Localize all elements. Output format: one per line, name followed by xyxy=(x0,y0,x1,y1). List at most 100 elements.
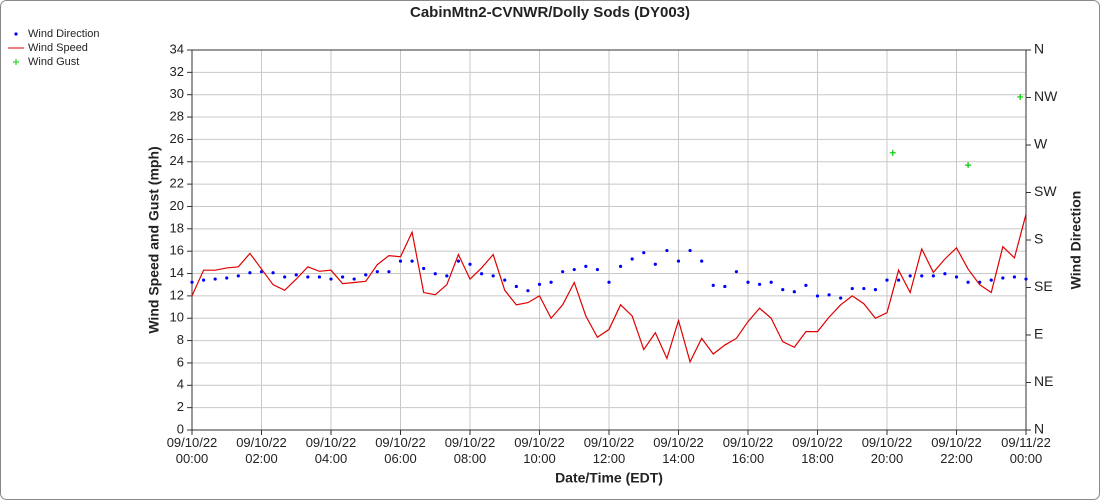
direction-dot xyxy=(966,280,970,284)
direction-dot xyxy=(862,286,866,291)
gust-mark xyxy=(965,162,972,169)
direction-dot xyxy=(271,271,275,275)
y-tick-label: 6 xyxy=(177,354,184,369)
x-tick-label: 09/10/22 06:00 xyxy=(375,435,426,466)
direction-dot xyxy=(514,284,518,289)
y2-tick-label: S xyxy=(1034,231,1043,247)
direction-dot xyxy=(607,280,611,284)
direction-dot xyxy=(537,282,542,286)
direction-dot xyxy=(688,248,692,253)
direction-dot xyxy=(676,259,681,263)
y-tick-label: 4 xyxy=(177,377,184,392)
y2-tick-label: N xyxy=(1034,421,1044,437)
direction-dot xyxy=(225,276,229,280)
direction-dot xyxy=(364,273,368,277)
x-tick-label: 09/10/22 16:00 xyxy=(723,435,774,466)
x-tick-label: 09/10/22 02:00 xyxy=(236,435,287,466)
y-tick-label: 30 xyxy=(170,86,184,101)
y-tick-label: 28 xyxy=(170,108,184,123)
direction-dot xyxy=(283,275,287,279)
direction-dot xyxy=(653,262,657,266)
direction-dot xyxy=(584,264,588,268)
x-axis-label: Date/Time (EDT) xyxy=(555,470,663,486)
direction-dot xyxy=(896,278,901,282)
direction-dot xyxy=(630,257,634,261)
y2-tick-label: NE xyxy=(1034,373,1053,389)
direction-dot xyxy=(839,296,843,300)
y-tick-label: 14 xyxy=(170,265,184,280)
direction-dot xyxy=(746,280,750,284)
y2-tick-label: E xyxy=(1034,326,1043,342)
direction-dot xyxy=(329,277,333,281)
direction-dot xyxy=(989,278,993,282)
y-tick-label: 10 xyxy=(170,310,184,325)
y2-tick-label: N xyxy=(1034,41,1044,57)
y2-tick-label: W xyxy=(1034,136,1048,152)
direction-dot xyxy=(1024,277,1028,281)
direction-dot xyxy=(781,288,785,292)
direction-dot xyxy=(561,270,565,274)
direction-dot xyxy=(236,274,240,278)
y-tick-label: 24 xyxy=(170,153,184,168)
direction-dot xyxy=(792,290,796,294)
x-tick-label: 09/10/22 12:00 xyxy=(584,435,635,466)
direction-dot xyxy=(885,278,889,282)
y-tick-label: 12 xyxy=(170,287,184,302)
gust-mark xyxy=(889,149,896,156)
legend-label: Wind Direction xyxy=(28,28,100,40)
direction-dot xyxy=(294,273,298,277)
legend-label: Wind Gust xyxy=(28,56,79,68)
direction-dot xyxy=(190,280,194,284)
direction-dot xyxy=(723,284,727,289)
direction-dot xyxy=(410,259,414,263)
direction-dot xyxy=(931,274,935,278)
direction-dot xyxy=(804,283,808,287)
x-tick-label: 09/10/22 10:00 xyxy=(514,435,565,466)
direction-dot xyxy=(433,272,437,276)
direction-dot xyxy=(734,270,739,274)
direction-dot xyxy=(920,274,924,278)
direction-dot xyxy=(595,267,600,272)
direction-dot xyxy=(711,283,715,287)
direction-dot xyxy=(873,288,878,292)
y-axis-label: Wind Speed and Gust (mph) xyxy=(146,146,162,333)
y2-tick-label: SW xyxy=(1034,183,1057,199)
direction-dot xyxy=(340,275,345,279)
direction-dot xyxy=(850,286,854,291)
x-tick-label: 09/10/22 00:00 xyxy=(167,435,218,466)
legend-label: Wind Speed xyxy=(28,42,88,54)
direction-dot xyxy=(815,294,820,298)
direction-dot xyxy=(352,277,356,281)
direction-dot xyxy=(665,248,669,253)
direction-dot xyxy=(642,251,646,255)
direction-dot xyxy=(618,264,623,268)
direction-dot xyxy=(526,289,530,293)
direction-dot xyxy=(1012,275,1017,279)
plot-border xyxy=(191,49,1027,431)
direction-dot xyxy=(306,275,310,279)
x-tick-label: 09/10/22 20:00 xyxy=(862,435,913,466)
y2-axis-label: Wind Direction xyxy=(1068,191,1084,290)
x-tick-label: 09/10/22 14:00 xyxy=(653,435,704,466)
y2-tick-label: NW xyxy=(1034,88,1058,104)
direction-dot xyxy=(908,274,912,278)
direction-dot xyxy=(468,262,472,266)
direction-dot xyxy=(491,274,495,278)
y-tick-label: 8 xyxy=(177,332,184,347)
legend-swatch xyxy=(14,32,18,36)
y-tick-label: 2 xyxy=(177,399,184,414)
direction-dot xyxy=(456,259,461,263)
direction-dot xyxy=(422,266,426,271)
x-tick-label: 09/10/22 04:00 xyxy=(306,435,357,466)
y2-tick-label: SE xyxy=(1034,278,1053,294)
direction-dot xyxy=(248,271,252,275)
direction-dot xyxy=(201,278,206,282)
direction-dot xyxy=(943,272,947,276)
direction-dot xyxy=(375,270,379,274)
y-tick-label: 18 xyxy=(170,220,184,235)
x-tick-label: 09/10/22 18:00 xyxy=(792,435,843,466)
gust-mark xyxy=(1017,93,1024,100)
direction-dot xyxy=(503,278,507,282)
